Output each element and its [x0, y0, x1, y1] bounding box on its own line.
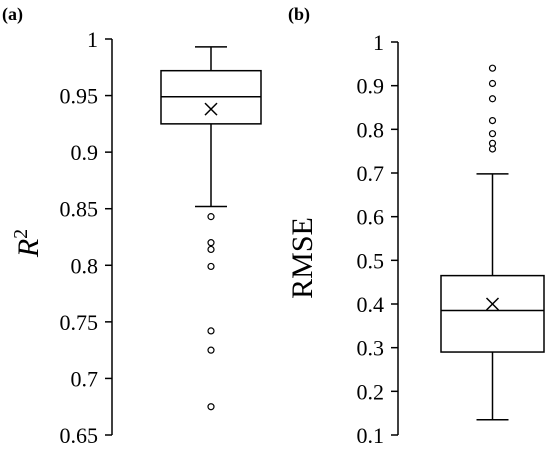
y-tick-label: 0.7 — [357, 161, 385, 186]
outlier-point — [207, 346, 215, 354]
panel-a-boxplot — [160, 46, 262, 411]
outlier-point — [207, 403, 215, 411]
panel-b-y-axis-title: RMSE — [286, 217, 319, 299]
y-tick-label: 0.7 — [71, 366, 99, 391]
panel-a-y-axis-title: R2 — [10, 229, 45, 258]
mean-marker — [204, 102, 218, 116]
outlier-point — [207, 262, 215, 271]
panel-b-y-ticks: 0.1 0.2 0.3 0.4 0.5 0.6 0.7 0.8 0.9 1 — [357, 30, 398, 448]
mean-marker — [485, 297, 500, 311]
outlier-point — [488, 145, 497, 153]
y-tick-label: 1 — [87, 27, 98, 52]
outlier-point — [207, 239, 215, 247]
panel-b-boxplot — [440, 64, 545, 421]
y-tick-label: 0.8 — [357, 117, 385, 142]
outlier-point — [488, 116, 497, 125]
panel-a-y-ticks: 0.65 0.7 0.75 0.8 0.85 0.9 0.95 1 — [60, 27, 112, 448]
y-tick-label: 1 — [373, 30, 384, 55]
outlier-point — [488, 79, 497, 88]
y-tick-label: 0.6 — [357, 205, 385, 230]
y-tick-label: 0.9 — [71, 140, 99, 165]
y-tick-label: 0.1 — [357, 423, 385, 448]
y-tick-label: 0.65 — [60, 423, 99, 448]
panel-a-y-axis-title-superscript: 2 — [10, 229, 32, 239]
y-tick-label: 0.2 — [357, 379, 385, 404]
outlier-point — [488, 130, 497, 138]
outlier-point — [207, 327, 215, 335]
y-tick-label: 0.85 — [60, 197, 99, 222]
outlier-point — [488, 64, 497, 72]
y-tick-label: 0.75 — [60, 310, 99, 335]
y-tick-label: 0.5 — [357, 248, 385, 273]
panel-a-y-axis-title-base: R — [12, 239, 45, 258]
y-tick-label: 0.9 — [357, 74, 385, 99]
outlier-point — [207, 245, 215, 254]
panel-a: (a) R2 0.65 0.7 0.75 0.8 0.85 0.9 0.95 1 — [2, 4, 262, 448]
interquartile-box — [440, 274, 545, 353]
y-tick-label: 0.4 — [357, 292, 385, 317]
panel-a-label: (a) — [2, 4, 23, 25]
y-tick-label: 0.95 — [60, 84, 99, 109]
outlier-point — [207, 213, 215, 221]
outlier-point — [488, 95, 497, 103]
panel-b: (b) RMSE 0.1 0.2 0.3 0.4 0.5 0.6 0.7 0.8 0.9 1 — [286, 4, 545, 448]
y-tick-label: 0.8 — [71, 253, 99, 278]
y-tick-label: 0.3 — [357, 336, 385, 361]
panel-b-label: (b) — [288, 4, 310, 25]
